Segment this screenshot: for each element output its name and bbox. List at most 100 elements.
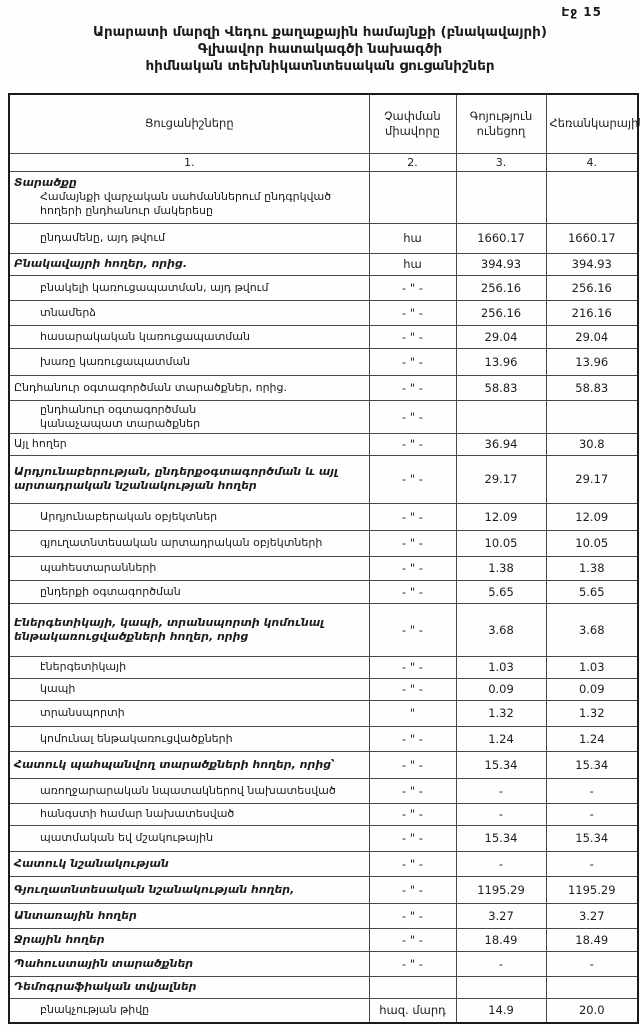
perspective-value: 1.24 (545, 725, 639, 752)
indicator-label: Հատուկ պահպանվող տարածքների հողեր, որից՝ (8, 750, 370, 779)
existing-value: 0.09 (455, 677, 547, 701)
indicator-label: բնակելի կառուցապատման, այդ թվում (8, 274, 370, 301)
unit-cell: հա (368, 252, 457, 276)
unit-cell: - " - (368, 777, 457, 804)
existing-value: 1.32 (455, 699, 547, 727)
unit-cell: - " - (368, 927, 457, 952)
indicators-table: Ցուցանիշները Չափման միավորը Գոյություն ո… (8, 93, 640, 1024)
perspective-value: 15.34 (545, 824, 639, 852)
existing-value: 394.93 (455, 252, 547, 276)
indicator-label: տնամերձ (8, 299, 370, 326)
indicator-label: հանգստի համար նախատեսված (8, 802, 370, 826)
existing-value: 3.68 (455, 602, 547, 657)
col-header-existing: Գոյություն ունեցող (455, 93, 547, 154)
title-line-3: հիմնական տեխնիկատնտեսական ցուցանիշներ (145, 58, 495, 74)
col-number-3: 3. (455, 152, 547, 172)
indicator-text: Արդյունաբերության, ընդերքօգտագործման և ա… (14, 465, 338, 478)
unit-cell: - " - (368, 529, 457, 557)
indicator-label: խառը կառուցապատման (8, 347, 370, 376)
existing-value (455, 399, 547, 434)
existing-value: 12.09 (455, 502, 547, 531)
indicator-label: Ընդհանուր օգտագործման տարածքներ, որից. (8, 374, 370, 401)
indicator-label: Արդյունաբերության, ընդերքօգտագործման և ա… (8, 454, 370, 504)
unit-cell: - " - (368, 432, 457, 456)
unit-cell: - " - (368, 374, 457, 401)
col-header-indicators: Ցուցանիշները (8, 93, 370, 154)
indicator-label: հասարակական կառուցապատման (8, 324, 370, 349)
perspective-value: 3.27 (545, 902, 639, 929)
indicator-label: կոմունալ ենթակառուցվածքների (8, 725, 370, 752)
table-row: Պահուստային տարածքներ - " --- (8, 950, 639, 977)
unit-cell: - " - (368, 850, 457, 877)
indicator-label: ընդերքի օգտագործման (8, 579, 370, 604)
perspective-value: 10.05 (545, 529, 639, 557)
table-header-row: Ցուցանիշները Չափման միավորը Գոյություն ո… (8, 93, 640, 154)
existing-value: 58.83 (455, 374, 547, 401)
unit-cell: - " - (368, 824, 457, 852)
indicator-label: պատմական եվ մշակութային (8, 824, 370, 852)
page-number: Էջ 15 (561, 5, 602, 19)
unit-cell: - " - (368, 454, 457, 504)
existing-value: 256.16 (455, 299, 547, 326)
indicator-text: Տարածքը (14, 176, 77, 189)
perspective-value: 1.03 (545, 655, 639, 679)
indicator-label: պահեստարանների (8, 555, 370, 581)
indicator-text: Պահուստային տարածքներ (14, 956, 194, 970)
title-line-2: Գլխավոր հատակագծի նախագծի (197, 41, 443, 57)
indicator-text: Անտառային հողեր (14, 908, 137, 922)
indicator-text: Հատուկ նշանակության (14, 856, 169, 870)
unit-cell: - " - (368, 725, 457, 752)
existing-value: 18.49 (455, 927, 547, 952)
existing-value: - (455, 802, 547, 826)
column-numbers-row: 1. 2. 3. 4. (8, 152, 639, 172)
table-row: հանգստի համար նախատեսված - " --- (8, 802, 639, 826)
perspective-value: 1195.29 (545, 875, 639, 904)
existing-value: 1660.17 (455, 222, 547, 254)
indicator-label: կապի (8, 677, 370, 701)
perspective-value: 1.38 (545, 555, 639, 581)
table-row: ընդամենը, այդ թվում հա 1660.17 1660.17 (8, 222, 639, 254)
indicator-label: Դեմոգրաֆիական տվյալներ (8, 975, 370, 999)
unit-cell: - " - (368, 555, 457, 581)
perspective-value: 58.83 (545, 374, 639, 401)
indicator-label: էներգետիկայի (8, 655, 370, 679)
indicator-text: գյուղատնտեսական արտադրական օբյեկտների (40, 536, 323, 549)
indicator-label: Հատուկ նշանակության (8, 850, 370, 877)
existing-value: 15.34 (455, 824, 547, 852)
document-title: Արարատի մարզի Վեդու քաղաքային համայնքի (… (0, 24, 640, 75)
existing-value (455, 170, 547, 224)
table-row: ընդերքի օգտագործման - " -5.65 5.65 (8, 579, 639, 604)
existing-value (455, 975, 547, 999)
unit-cell: - " - (368, 750, 457, 779)
table-row: հասարակական կառուցապատման - " -29.04 29.04 (8, 324, 639, 349)
col-number-1: 1. (8, 152, 370, 172)
table-row: տնամերձ - " -256.16 216.16 (8, 299, 639, 326)
unit-cell: " (368, 699, 457, 727)
col-header-perspective: Հեռանկարային (545, 93, 640, 154)
existing-value: 29.04 (455, 324, 547, 349)
indicator-text: հանգստի համար նախատեսված (40, 807, 235, 820)
unit-cell: - " - (368, 677, 457, 701)
indicator-label: Պահուստային տարածքներ (8, 950, 370, 977)
perspective-value: 20.0 (545, 997, 639, 1024)
perspective-value: 29.17 (545, 454, 639, 504)
table-row: Անտառային հողեր - " -3.27 3.27 (8, 902, 639, 929)
perspective-value: 13.96 (545, 347, 639, 376)
col-number-4: 4. (545, 152, 639, 172)
unit-cell: - " - (368, 875, 457, 904)
indicator-text: տրանսպորտի (40, 706, 125, 719)
col-number-2: 2. (368, 152, 457, 172)
table-row: Տարածքը Համայնքի վարչական սահմաններում ըն… (8, 170, 639, 224)
table-row: Դեմոգրաֆիական տվյալներ (8, 975, 639, 999)
indicator-label: տրանսպորտի (8, 699, 370, 727)
indicator-text: Հատուկ պահպանվող տարածքների հողեր, որից՝ (14, 757, 335, 771)
indicator-label: ընդամենը, այդ թվում (8, 222, 370, 254)
perspective-value: 216.16 (545, 299, 639, 326)
table-row: Ընդհանուր օգտագործման տարածքներ, որից. - … (8, 374, 639, 401)
indicator-text: ընդամենը, այդ թվում (40, 231, 166, 244)
unit-cell: - " - (368, 299, 457, 326)
indicator-label: Գյուղատնտեսական նշանակության հողեր, (8, 875, 370, 904)
table-row: ընդհանուր օգտագործման կանաչապատ տարածքներ… (8, 399, 639, 434)
indicator-text: Համայնքի վարչական սահմաններում ընդգրկված (40, 190, 332, 203)
